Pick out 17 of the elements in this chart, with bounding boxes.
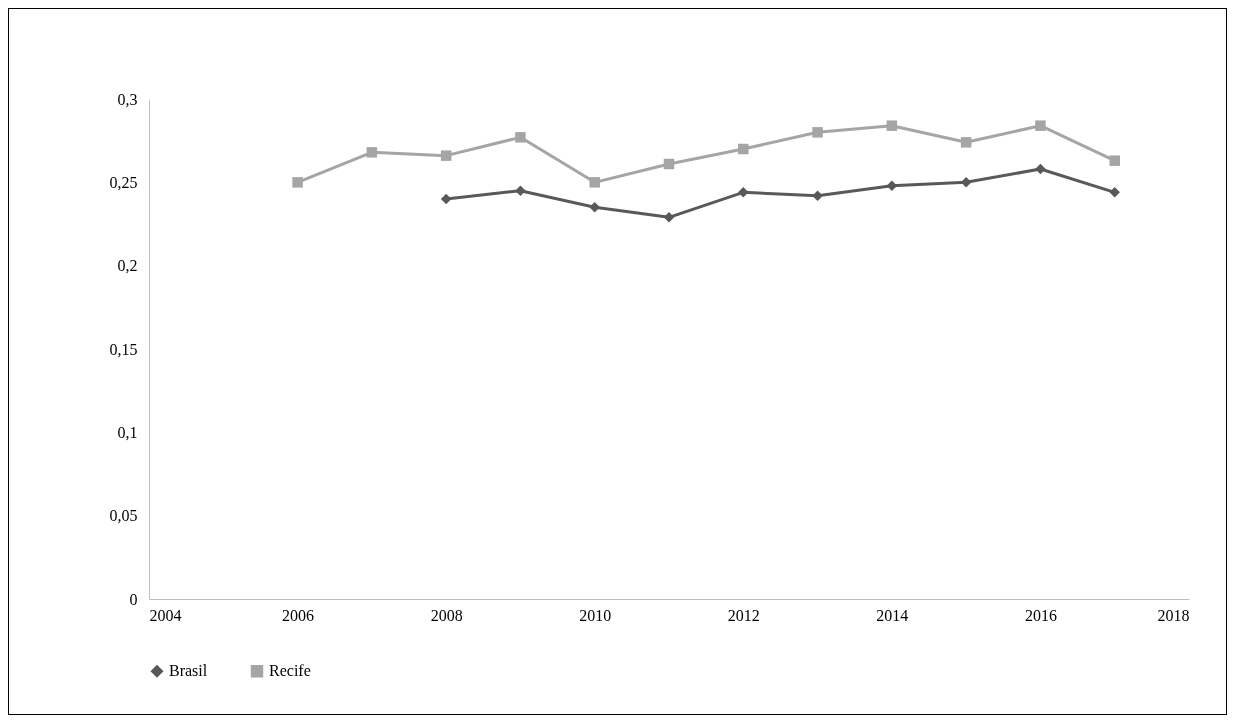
y-tick-label: 0,3 [117, 90, 138, 108]
x-tick-label: 2018 [1157, 606, 1190, 624]
x-tick-label: 2006 [282, 606, 315, 624]
y-tick-label: 0,2 [117, 257, 138, 275]
legend-label: Recife [269, 662, 311, 680]
y-tick-label: 0,15 [109, 340, 138, 358]
x-tick-label: 2004 [149, 606, 182, 624]
y-tick-label: 0,05 [109, 507, 138, 525]
y-tick-label: 0,25 [109, 173, 138, 191]
y-tick-label: 0 [129, 590, 138, 608]
x-tick-label: 2010 [579, 606, 612, 624]
legend-label: Brasil [169, 662, 208, 680]
x-tick-label: 2012 [727, 606, 760, 624]
y-tick-label: 0,1 [117, 423, 138, 441]
x-tick-label: 2008 [430, 606, 463, 624]
x-tick-label: 2016 [1024, 606, 1057, 624]
x-tick-label: 2014 [876, 606, 909, 624]
